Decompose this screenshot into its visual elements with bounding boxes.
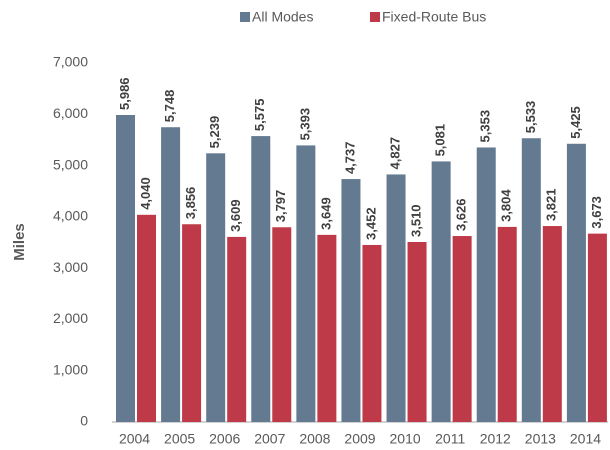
x-tick-label: 2010 [390, 431, 421, 447]
value-label: 5,393 [297, 108, 312, 141]
value-label: 3,649 [318, 197, 333, 230]
bar [137, 214, 156, 422]
value-label: 3,856 [183, 187, 198, 220]
y-tick-label: 7,000 [53, 54, 88, 70]
bar [251, 136, 271, 422]
y-tick-label: 1,000 [53, 361, 88, 377]
x-tick-label: 2009 [344, 431, 375, 447]
x-tick-label: 2007 [254, 431, 285, 447]
y-tick-label: 3,000 [53, 259, 88, 275]
value-label: 4,737 [342, 142, 357, 175]
bar [296, 145, 316, 422]
legend-swatch [370, 12, 380, 22]
y-tick-label: 2,000 [53, 310, 88, 326]
bar [206, 153, 226, 422]
bar [566, 143, 586, 422]
legend-label: Fixed-Route Bus [382, 9, 486, 25]
value-label: 5,425 [568, 106, 583, 139]
bar [227, 236, 247, 422]
bar [476, 147, 496, 422]
y-tick-label: 6,000 [53, 105, 88, 121]
y-tick-label: 0 [80, 413, 88, 429]
y-tick-label: 5,000 [53, 156, 88, 172]
bar [521, 138, 541, 422]
value-label: 3,510 [408, 204, 423, 237]
value-label: 3,452 [363, 207, 378, 240]
y-tick-label: 4,000 [53, 208, 88, 224]
legend-swatch [240, 12, 250, 22]
bar [542, 226, 562, 422]
value-label: 3,626 [454, 198, 469, 231]
value-label: 4,040 [138, 177, 153, 210]
bar [317, 234, 337, 422]
bar [587, 233, 607, 422]
x-tick-label: 2005 [164, 431, 195, 447]
legend-label: All Modes [252, 9, 313, 25]
x-tick-label: 2006 [209, 431, 240, 447]
bar [452, 236, 472, 422]
x-tick-label: 2014 [570, 431, 601, 447]
value-label: 4,827 [387, 137, 402, 170]
bar [272, 227, 292, 422]
value-label: 3,804 [499, 189, 514, 222]
bar [182, 224, 202, 422]
bar [386, 174, 406, 422]
x-tick-label: 2004 [119, 431, 150, 447]
value-label: 5,575 [252, 99, 267, 132]
value-label: 5,533 [523, 101, 538, 134]
bar [407, 241, 427, 422]
value-label: 5,353 [478, 110, 493, 143]
bar [116, 115, 135, 422]
bar [362, 244, 382, 422]
value-label: 5,986 [117, 77, 132, 110]
value-label: 5,081 [433, 124, 448, 157]
bar [497, 226, 517, 422]
value-label: 3,673 [589, 196, 604, 229]
bar [161, 127, 181, 422]
value-label: 5,748 [162, 90, 177, 123]
x-tick-label: 2013 [525, 431, 556, 447]
bar [431, 161, 451, 422]
value-label: 3,797 [273, 190, 288, 223]
value-label: 5,239 [207, 116, 222, 149]
bar [341, 179, 361, 422]
x-tick-label: 2012 [480, 431, 511, 447]
x-tick-label: 2011 [435, 431, 465, 447]
value-label: 3,821 [544, 188, 559, 221]
x-tick-label: 2008 [299, 431, 330, 447]
y-axis-label: Miles [11, 223, 28, 261]
value-label: 3,609 [228, 199, 243, 232]
